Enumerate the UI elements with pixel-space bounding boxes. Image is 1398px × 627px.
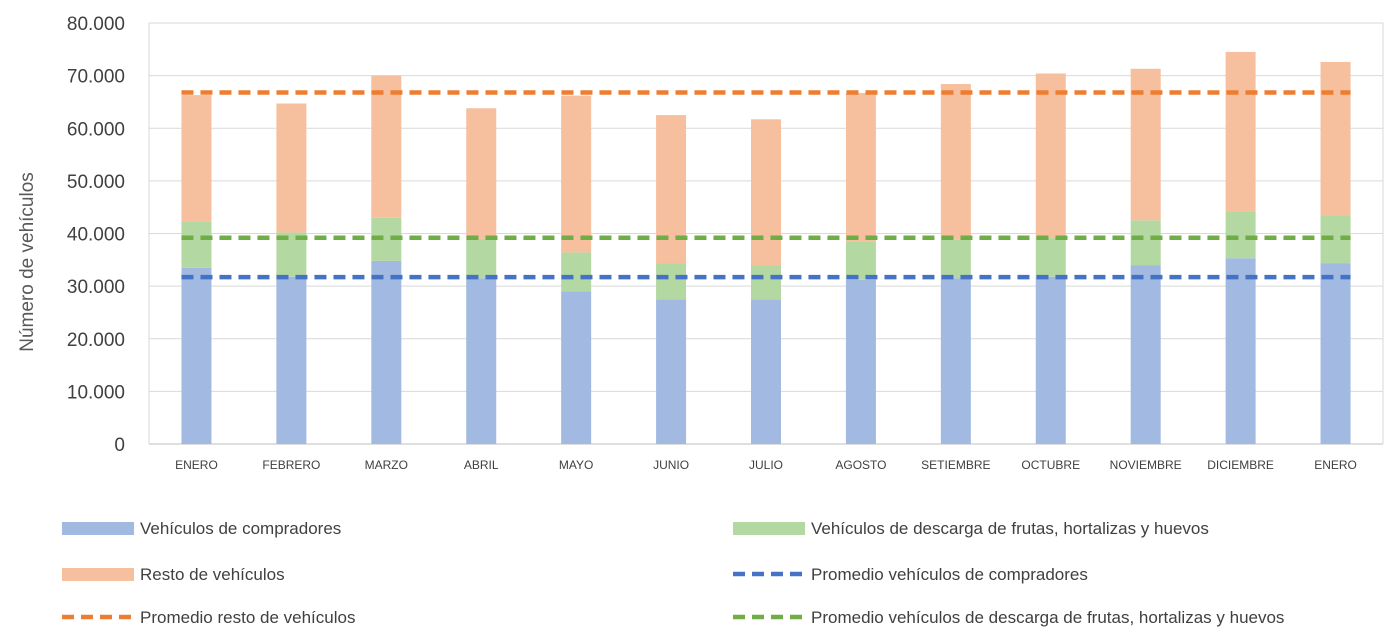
bar-segment-series-2 <box>940 84 971 240</box>
bar-segment-series-0 <box>845 279 876 444</box>
legend-label: Vehículos de compradores <box>140 519 341 538</box>
y-tick-label: 30.000 <box>67 277 125 298</box>
bar-segment-series-1 <box>656 263 687 300</box>
bar-segment-series-0 <box>181 267 212 444</box>
x-tick-label: JULIO <box>749 458 783 472</box>
bar-segment-series-0 <box>276 276 307 444</box>
legend-label: Promedio resto de vehículos <box>140 608 355 627</box>
bar-segment-series-1 <box>751 265 781 300</box>
bar-segment-series-0 <box>1035 276 1066 444</box>
average-lines <box>181 90 1351 280</box>
bar-segment-series-1 <box>181 221 212 268</box>
bar-segment-series-1 <box>940 239 971 279</box>
bar-segment-series-2 <box>1035 73 1066 238</box>
bar-segment-series-0 <box>466 278 497 444</box>
legend-swatch <box>62 522 134 535</box>
bar-segment-series-2 <box>181 95 212 222</box>
x-tick-label: ENERO <box>175 458 218 472</box>
bar-segment-series-2 <box>656 115 687 264</box>
y-tick-label: 60.000 <box>67 119 125 140</box>
y-tick-label: 0 <box>114 435 125 456</box>
bar-segment-series-1 <box>466 238 497 279</box>
bar-segment-series-0 <box>561 291 592 444</box>
legend-label: Promedio vehículos de compradores <box>811 565 1088 584</box>
x-tick-label: OCTUBRE <box>1021 458 1080 472</box>
bar-segment-series-1 <box>1225 211 1256 259</box>
x-tick-label: FEBRERO <box>262 458 320 472</box>
x-tick-label: ENERO <box>1314 458 1357 472</box>
legend: Vehículos de compradores Vehículos de des… <box>62 519 1284 627</box>
bar-segment-series-2 <box>371 75 402 218</box>
bar-segment-series-1 <box>845 241 876 280</box>
y-tick-label: 20.000 <box>67 330 125 351</box>
bar-segment-series-2 <box>751 119 781 266</box>
y-tick-label: 50.000 <box>67 172 125 193</box>
legend-label: Resto de vehículos <box>140 565 285 584</box>
legend-swatch <box>62 568 134 581</box>
bar-segment-series-1 <box>561 252 592 292</box>
bar-segment-series-0 <box>1130 265 1161 444</box>
y-tick-label: 70.000 <box>67 67 125 88</box>
bar-segment-series-0 <box>1225 258 1256 444</box>
bar-segment-series-0 <box>371 260 402 444</box>
x-tick-label: SETIEMBRE <box>921 458 990 472</box>
bar-segment-series-0 <box>1320 263 1351 444</box>
bar-segment-series-0 <box>751 299 781 444</box>
legend-label: Promedio vehículos de descarga de frutas… <box>811 608 1284 627</box>
bar-segment-series-0 <box>940 278 971 444</box>
x-tick-label: ABRIL <box>464 458 499 472</box>
bars <box>181 51 1351 444</box>
y-axis-ticks: 0 10.000 20.000 30.000 40.000 50.000 60.000 70.… <box>67 14 125 456</box>
x-tick-label: NOVIEMBRE <box>1110 458 1182 472</box>
x-tick-label: JUNIO <box>653 458 689 472</box>
bar-segment-series-2 <box>1225 51 1256 212</box>
x-axis-ticks: ENERO FEBRERO MARZO ABRIL MAYO JUNIO JULIO AGOS… <box>175 458 1357 472</box>
bar-segment-series-2 <box>845 92 876 242</box>
x-tick-label: AGOSTO <box>835 458 886 472</box>
x-tick-label: DICIEMBRE <box>1207 458 1274 472</box>
bar-segment-series-1 <box>1130 220 1161 266</box>
y-tick-label: 10.000 <box>67 382 125 403</box>
legend-label: Vehículos de descarga de frutas, hortali… <box>811 519 1209 538</box>
y-tick-label: 80.000 <box>67 14 125 35</box>
x-tick-label: MARZO <box>365 458 408 472</box>
x-tick-label: MAYO <box>559 458 593 472</box>
bar-segment-series-2 <box>561 95 592 253</box>
bar-segment-series-2 <box>466 108 497 239</box>
bar-segment-series-2 <box>1320 61 1351 216</box>
bar-segment-series-2 <box>276 103 307 233</box>
bar-segment-series-1 <box>1035 237 1066 277</box>
y-tick-label: 40.000 <box>67 225 125 246</box>
y-axis-title: Número de vehículos <box>17 172 38 352</box>
bar-segment-series-0 <box>656 299 687 444</box>
legend-swatch <box>733 522 805 535</box>
